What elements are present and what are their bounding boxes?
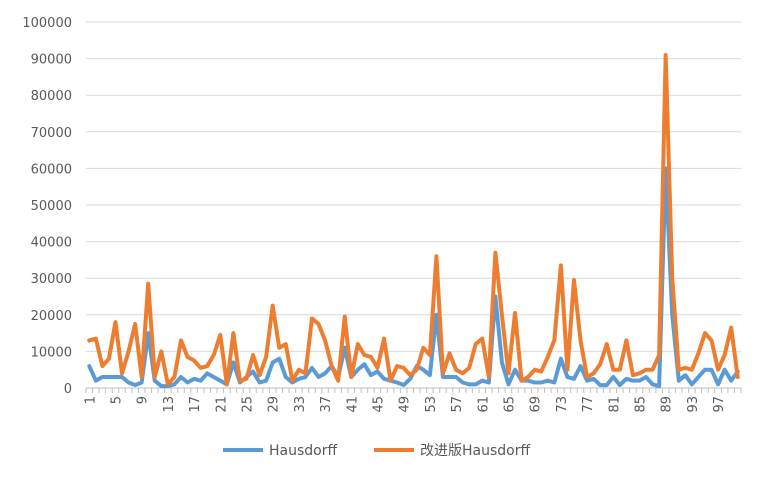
x-tick-label: 17 (188, 396, 203, 413)
legend-label: Hausdorff (269, 443, 337, 459)
y-tick-label: 50000 (31, 199, 72, 214)
y-tick-label: 100000 (22, 16, 72, 31)
x-tick-label: 89 (660, 396, 675, 413)
x-tick-label: 73 (555, 396, 570, 413)
x-tick-label: 53 (424, 396, 439, 413)
x-tick-label: 49 (398, 396, 413, 413)
y-tick-label: 80000 (31, 89, 72, 104)
x-tick-label: 33 (293, 396, 308, 413)
x-tick-label: 77 (581, 396, 596, 413)
x-tick-label: 57 (450, 396, 465, 413)
y-tick-label: 40000 (31, 236, 72, 251)
x-tick-label: 97 (712, 396, 727, 413)
x-tick-label: 93 (686, 396, 701, 413)
x-tick-label: 21 (214, 396, 229, 413)
x-tick-label: 13 (162, 396, 177, 413)
y-axis-tick-labels: 0 10000 20000 30000 40000 50000 60000 70000 8000… (22, 16, 72, 397)
series-lines (87, 52, 740, 389)
gridlines (86, 21, 741, 352)
x-tick-label: 45 (371, 396, 386, 413)
x-tick-label: 85 (633, 396, 648, 413)
y-tick-label: 30000 (31, 272, 72, 287)
y-tick-label: 20000 (31, 309, 72, 324)
legend: Hausdorff 改进版Hausdorff (223, 443, 530, 459)
x-tick-label: 69 (529, 396, 544, 413)
x-tick-label: 37 (319, 396, 334, 413)
x-axis: 1 5 9 13 17 21 25 29 33 37 41 45 49 53 57 61 65 69 73 77 81 8… (83, 387, 742, 413)
x-tick-label: 29 (267, 396, 282, 413)
x-tick-label: 65 (502, 396, 517, 413)
y-tick-label: 70000 (31, 126, 72, 141)
x-tick-label: 41 (345, 396, 360, 413)
y-tick-label: 0 (64, 382, 72, 397)
x-tick-label: 1 (83, 396, 98, 404)
x-tick-label: 81 (607, 396, 622, 413)
y-tick-label: 60000 (31, 162, 72, 177)
y-tick-label: 10000 (31, 345, 72, 360)
series-line-2 (87, 52, 740, 387)
x-tick-label: 9 (136, 396, 151, 404)
y-tick-label: 90000 (31, 53, 72, 68)
x-tick-label: 5 (109, 396, 124, 404)
x-tick-label: 25 (240, 396, 255, 413)
x-tick-label: 61 (476, 396, 491, 413)
legend-label: 改进版Hausdorff (420, 443, 530, 459)
